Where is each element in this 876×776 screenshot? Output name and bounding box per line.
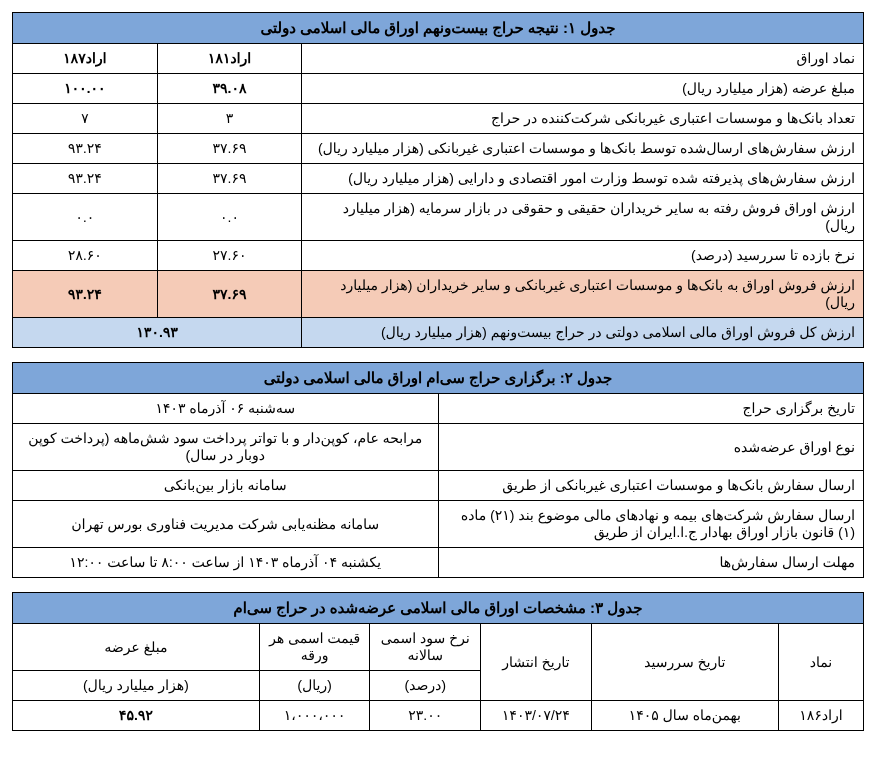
table1-row-v1: ۳۹.۰۸ (157, 74, 302, 104)
t3-h-amount: مبلغ عرضه (13, 624, 260, 671)
table1-row-label: تعداد بانک‌ها و موسسات اعتباری غیربانکی … (302, 104, 864, 134)
table2-row-val: سامانه مظنه‌یابی شرکت مدیریت فناوری بورس… (13, 501, 439, 548)
table1-row-label: نرخ بازده تا سررسید (درصد) (302, 241, 864, 271)
t3-r-rate: ۲۳.۰۰ (370, 701, 481, 731)
t3-h-issue: تاریخ انتشار (481, 624, 592, 701)
table1-row-v1: ۲۷.۶۰ (157, 241, 302, 271)
t3-r-symbol: اراد۱۸۶ (778, 701, 863, 731)
t3-r-amount: ۴۵.۹۲ (13, 701, 260, 731)
table1-blue-total: ۱۳۰.۹۳ (13, 318, 302, 348)
table3-title: جدول ۳: مشخصات اوراق مالی اسلامی عرضه‌شد… (13, 593, 864, 624)
table1-row-label: ارزش اوراق فروش رفته به سایر خریداران حق… (302, 194, 864, 241)
table1-row-v2: ۹۳.۲۴ (13, 134, 158, 164)
table2-row-label: تاریخ برگزاری حراج (438, 394, 864, 424)
table2-title: جدول ۲: برگزاری حراج سی‌ام اوراق مالی اس… (13, 363, 864, 394)
table1-row-v2: ۲۸.۶۰ (13, 241, 158, 271)
table1-row-v1: ۳ (157, 104, 302, 134)
table1-row-v2: ۰.۰ (13, 194, 158, 241)
table1-row-v2: ۷ (13, 104, 158, 134)
table2-row-val: سامانه بازار بین‌بانکی (13, 471, 439, 501)
table2-row-val: سه‌شنبه ۰۶ آذرماه ۱۴۰۳ (13, 394, 439, 424)
table1-blue-label: ارزش کل فروش اوراق مالی اسلامی دولتی در … (302, 318, 864, 348)
table1-sym2: اراد۱۸۷ (13, 44, 158, 74)
table1-sym1: اراد۱۸۱ (157, 44, 302, 74)
table1-row-v2: ۱۰۰.۰۰ (13, 74, 158, 104)
table1-row-label: مبلغ عرضه (هزار میلیارد ریال) (302, 74, 864, 104)
table1-pink-label: ارزش فروش اوراق به بانک‌ها و موسسات اعتب… (302, 271, 864, 318)
t3-sh-rate: (درصد) (370, 671, 481, 701)
t3-r-maturity: بهمن‌ماه سال ۱۴۰۵ (591, 701, 778, 731)
table-securities-specs: جدول ۳: مشخصات اوراق مالی اسلامی عرضه‌شد… (12, 592, 864, 731)
t3-r-issue: ۱۴۰۳/۰۷/۲۴ (481, 701, 592, 731)
t3-h-price: قیمت اسمی هر ورقه (259, 624, 370, 671)
table1-body: مبلغ عرضه (هزار میلیارد ریال)۳۹.۰۸۱۰۰.۰۰… (13, 74, 864, 271)
table2-body: تاریخ برگزاری حراجسه‌شنبه ۰۶ آذرماه ۱۴۰۳… (13, 394, 864, 578)
t3-r-price: ۱،۰۰۰،۰۰۰ (259, 701, 370, 731)
table1-pink-v1: ۳۷.۶۹ (157, 271, 302, 318)
table1-row-label: ارزش سفارش‌های ارسال‌شده توسط بانک‌ها و … (302, 134, 864, 164)
table1-row-label: ارزش سفارش‌های پذیرفته شده توسط وزارت ام… (302, 164, 864, 194)
table1-row-v1: ۳۷.۶۹ (157, 164, 302, 194)
table1-pink-v2: ۹۳.۲۴ (13, 271, 158, 318)
table1-row-v1: ۰.۰ (157, 194, 302, 241)
table-auction-results: جدول ۱: نتیجه حراج بیست‌ونهم اوراق مالی … (12, 12, 864, 348)
table1-title: جدول ۱: نتیجه حراج بیست‌ونهم اوراق مالی … (13, 13, 864, 44)
table2-row-val: مرابحه عام، کوپن‌دار و با تواتر پرداخت س… (13, 424, 439, 471)
table1-row-v2: ۹۳.۲۴ (13, 164, 158, 194)
table2-row-label: ارسال سفارش بانک‌ها و موسسات اعتباری غیر… (438, 471, 864, 501)
table1-symbol-label: نماد اوراق (302, 44, 864, 74)
table-auction-schedule: جدول ۲: برگزاری حراج سی‌ام اوراق مالی اس… (12, 362, 864, 578)
t3-h-maturity: تاریخ سررسید (591, 624, 778, 701)
t3-sh-price: (ریال) (259, 671, 370, 701)
t3-h-symbol: نماد (778, 624, 863, 701)
table2-row-val: یکشنبه ۰۴ آذرماه ۱۴۰۳ از ساعت ۸:۰۰ تا سا… (13, 548, 439, 578)
table2-row-label: نوع اوراق عرضه‌شده (438, 424, 864, 471)
table1-row-v1: ۳۷.۶۹ (157, 134, 302, 164)
t3-sh-amount: (هزار میلیارد ریال) (13, 671, 260, 701)
t3-h-rate: نرخ سود اسمی سالانه (370, 624, 481, 671)
table2-row-label: ارسال سفارش شرکت‌های بیمه و نهادهای مالی… (438, 501, 864, 548)
table2-row-label: مهلت ارسال سفارش‌ها (438, 548, 864, 578)
